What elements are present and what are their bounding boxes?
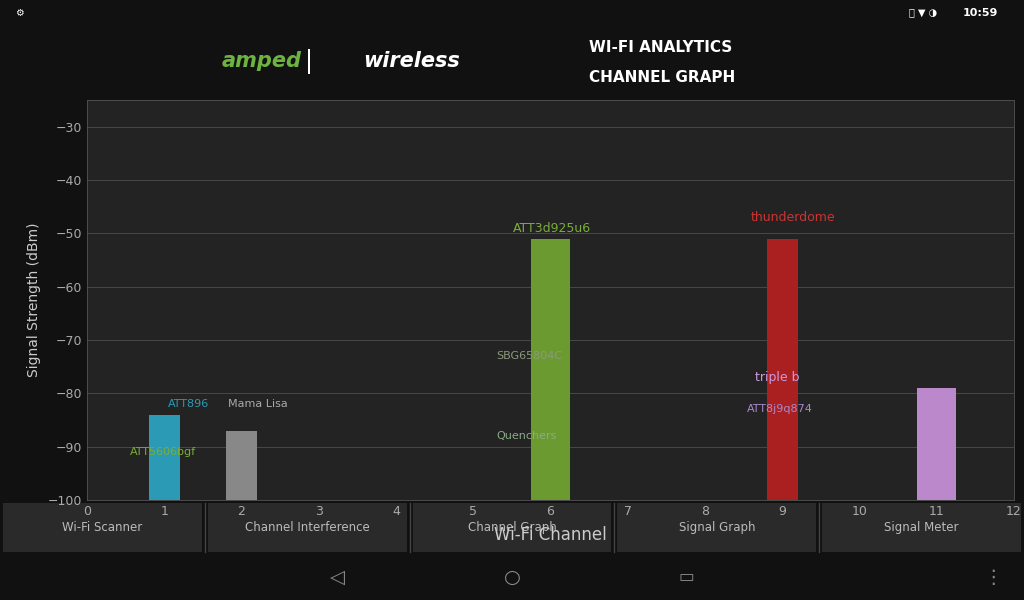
Bar: [918, 415, 955, 500]
Text: ◁: ◁: [331, 568, 345, 587]
Text: WI-FI ANALYTICS: WI-FI ANALYTICS: [589, 40, 732, 55]
Text: Wi-Fi Scanner: Wi-Fi Scanner: [62, 521, 142, 534]
Bar: [148, 463, 180, 500]
Text: triple b: triple b: [755, 371, 800, 384]
Text: ⋮: ⋮: [983, 568, 1004, 587]
Text: 🔵 ▼ ◑: 🔵 ▼ ◑: [909, 7, 937, 17]
Text: Signal Graph: Signal Graph: [679, 521, 755, 534]
FancyBboxPatch shape: [822, 503, 1021, 552]
Bar: [918, 388, 955, 500]
X-axis label: Wi-Fi Channel: Wi-Fi Channel: [494, 526, 607, 544]
Text: ▭: ▭: [678, 569, 694, 587]
Text: SBG65804C: SBG65804C: [497, 351, 562, 361]
Text: amped: amped: [222, 51, 302, 71]
Bar: [226, 431, 257, 500]
FancyBboxPatch shape: [413, 503, 611, 552]
Text: |: |: [305, 49, 313, 73]
FancyBboxPatch shape: [617, 503, 816, 552]
Text: Channel Graph: Channel Graph: [468, 521, 556, 534]
Bar: [148, 415, 180, 500]
Text: 10:59: 10:59: [963, 7, 998, 17]
Text: ○: ○: [504, 568, 520, 587]
Text: ATT3d925u6: ATT3d925u6: [513, 221, 592, 235]
FancyBboxPatch shape: [3, 503, 202, 552]
Text: Channel Interference: Channel Interference: [245, 521, 370, 534]
Bar: [767, 239, 798, 500]
Text: ATT8j9q874: ATT8j9q874: [748, 404, 813, 415]
Text: CHANNEL GRAPH: CHANNEL GRAPH: [589, 70, 735, 85]
Text: Mama Lisa: Mama Lisa: [227, 399, 288, 409]
Bar: [531, 367, 569, 500]
Text: ⚙: ⚙: [15, 7, 25, 17]
Text: thunderdome: thunderdome: [752, 211, 836, 224]
FancyBboxPatch shape: [208, 503, 407, 552]
Bar: [531, 239, 569, 500]
Text: Signal Meter: Signal Meter: [885, 521, 958, 534]
Bar: [531, 446, 569, 500]
Text: Quenchers: Quenchers: [497, 431, 557, 441]
Y-axis label: Signal Strength (dBm): Signal Strength (dBm): [27, 223, 41, 377]
Text: ATT5606bgf: ATT5606bgf: [129, 447, 196, 457]
Text: wireless: wireless: [364, 51, 460, 71]
Text: ATT896: ATT896: [168, 399, 209, 409]
